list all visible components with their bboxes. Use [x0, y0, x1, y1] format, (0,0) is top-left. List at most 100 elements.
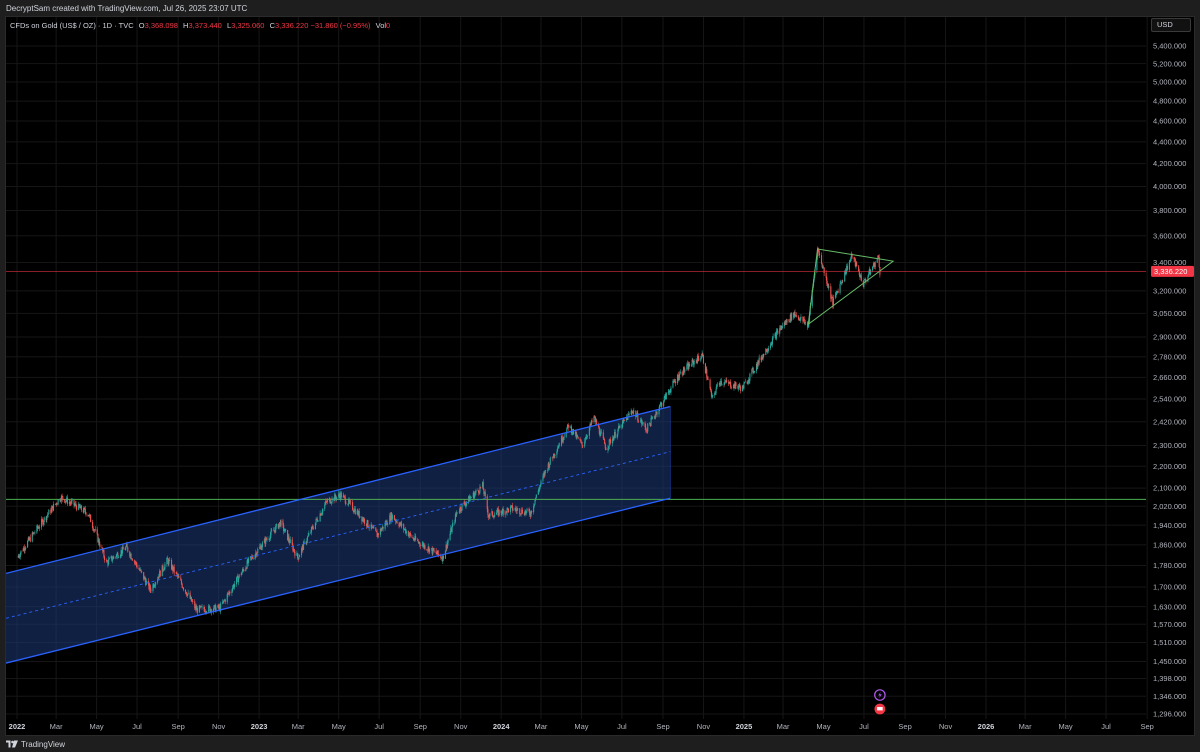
candle-body [454, 514, 456, 522]
candle-body [458, 511, 460, 513]
price-axis-label: 3,050.000 [1153, 309, 1186, 318]
candle-body [740, 387, 742, 391]
candle-body [631, 412, 634, 413]
candle-body [85, 512, 87, 516]
candle-body [220, 603, 222, 612]
candle-body [190, 596, 192, 599]
candle-body [545, 470, 547, 471]
candle-body [358, 510, 360, 518]
candle-body [816, 257, 818, 271]
current-price-badge-label: 3,336.220 [1154, 267, 1187, 276]
channel-mid-line[interactable] [6, 451, 671, 619]
candle-body [618, 426, 620, 430]
candle-body [433, 550, 435, 552]
candle-body [52, 504, 55, 511]
volume-label: Vol [375, 21, 387, 30]
candle-body [807, 322, 809, 328]
candle-body [502, 508, 504, 511]
footer-brand[interactable]: TradingView [6, 738, 65, 750]
candle-body [726, 380, 728, 382]
time-axis-label: Nov [697, 722, 711, 731]
candle-body [623, 419, 625, 422]
high-value: 3,373.440 [188, 21, 222, 30]
candle-body [619, 425, 621, 429]
candle-body [766, 351, 768, 352]
candle-body [656, 411, 658, 415]
price-chart[interactable]: 5,400.000 5,200.000 5,000.000 4,800.000 4,60… [6, 17, 1194, 735]
price-axis-label: 2,420.000 [1153, 417, 1186, 426]
symbol-legend[interactable]: CFDs on Gold (US$ / OZ) · 1D · TVC O3,36… [10, 21, 390, 30]
candle-body [524, 511, 526, 516]
candle-body [561, 436, 563, 442]
candle-body [438, 554, 440, 556]
candle-body [28, 537, 30, 540]
candle-body [371, 527, 374, 528]
candle-body [576, 435, 578, 438]
candle-body [701, 353, 703, 357]
candle-body [19, 553, 21, 557]
candle-body [301, 545, 303, 549]
candle-body [265, 537, 267, 545]
candle-body [389, 515, 391, 525]
candles[interactable] [17, 246, 881, 616]
price-axis[interactable]: 5,400.000 5,200.000 5,000.000 4,800.000 4,60… [1153, 42, 1186, 719]
candle-body [308, 533, 310, 536]
candle-body [804, 322, 806, 324]
candle-body [252, 558, 254, 560]
candle-body [413, 538, 415, 540]
candle-body [635, 415, 638, 417]
candle-body [586, 435, 588, 437]
candle-body [734, 382, 736, 389]
candle-body [617, 429, 619, 435]
candle-body [826, 277, 828, 284]
candle-body [25, 547, 27, 549]
candle-body [180, 577, 182, 581]
candle-body [20, 550, 22, 554]
candle-body [247, 558, 250, 564]
candle-body [362, 518, 364, 522]
candle-body [577, 436, 579, 439]
candle-body [23, 547, 25, 551]
candle-body [491, 511, 493, 514]
candle-body [54, 504, 57, 505]
candle-body [510, 505, 512, 507]
event-markers[interactable] [874, 689, 886, 715]
candle-body [298, 556, 300, 560]
candle-body [478, 492, 480, 494]
candle-body [437, 550, 439, 555]
time-axis-label: May [574, 722, 588, 731]
current-price-badge[interactable] [1151, 265, 1194, 277]
candle-body [147, 580, 149, 583]
channel-lower-line[interactable] [6, 497, 671, 664]
channel-upper-line[interactable] [6, 405, 671, 575]
candle-body [807, 325, 809, 328]
candle-body [841, 280, 843, 283]
candle-body [450, 528, 452, 534]
creator-attribution: DecryptSam created with TradingView.com,… [6, 4, 248, 13]
candle-body [269, 534, 271, 540]
currency-button[interactable]: USD [1151, 18, 1191, 32]
candle-body [679, 373, 681, 378]
candle-body [872, 266, 874, 268]
candle-body [762, 354, 764, 359]
candle-body [497, 509, 500, 516]
candle-body [678, 377, 680, 380]
chart-pane[interactable]: 5,400.000 5,200.000 5,000.000 4,800.000 4,60… [5, 16, 1195, 736]
candle-body [663, 396, 665, 402]
candle-body [305, 541, 307, 544]
candle-body [312, 526, 314, 529]
symbol-name[interactable]: CFDs on Gold (US$ / OZ) · 1D · TVC [10, 21, 134, 30]
candle-body [673, 380, 675, 383]
time-axis[interactable]: 2022 Mar May Jul Sep Nov 2023 Mar May Jul Sep Nov 20… [9, 722, 1154, 731]
candle-body [683, 367, 685, 372]
candle-body [42, 522, 45, 525]
candle-body [553, 453, 555, 459]
candle-body [794, 311, 796, 316]
candle-body [203, 606, 205, 610]
triangle-pattern[interactable] [807, 248, 895, 326]
time-axis-label: Mar [535, 722, 548, 731]
candle-body [362, 518, 364, 522]
candle-body [45, 517, 47, 521]
candle-body [472, 492, 474, 498]
lightning-event-icon[interactable] [874, 689, 886, 701]
